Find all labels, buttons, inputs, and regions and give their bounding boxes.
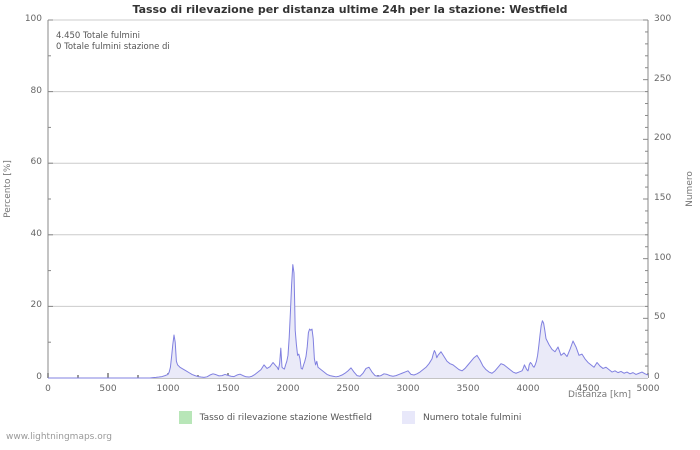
legend-label-detection-rate: Tasso di rilevazione stazione Westfield (199, 412, 372, 423)
annotation-station-strikes: 0 Totale fulmini stazione di (56, 42, 170, 52)
chart-legend: Tasso di rilevazione stazione Westfield … (0, 411, 700, 424)
x-axis-tick: 5000 (636, 384, 660, 394)
y-axis-right-tick: 150 (654, 193, 672, 203)
y-axis-right-tick: 100 (654, 252, 672, 263)
legend-swatch-total-count (401, 411, 415, 424)
x-axis-tick: 500 (99, 384, 117, 394)
y-axis-right-tick: 0 (654, 372, 660, 382)
x-axis-tick: 1500 (216, 384, 240, 394)
legend-swatch-detection-rate (178, 411, 192, 424)
y-axis-left-label: Percento [%] (3, 160, 13, 218)
x-axis-tick: 3500 (456, 384, 480, 394)
legend-item-total-count: Numero totale fulmini (401, 411, 522, 424)
y-axis-left-tick: 100 (24, 14, 42, 24)
y-axis-left-tick: 60 (30, 157, 42, 168)
x-axis-tick: 0 (45, 384, 51, 394)
annotation-total-strikes: 4.450 Totale fulmini (56, 31, 140, 41)
x-axis-tick: 4500 (576, 384, 600, 394)
y-axis-right-tick: 50 (654, 312, 666, 323)
y-axis-left-tick: 0 (36, 372, 42, 382)
x-axis-tick: 2500 (336, 384, 360, 394)
chart-title: Tasso di rilevazione per distanza ultime… (132, 3, 568, 16)
legend-label-total-count: Numero totale fulmini (422, 412, 522, 423)
x-axis-tick: 4000 (516, 384, 540, 394)
legend-item-detection-rate: Tasso di rilevazione stazione Westfield (178, 411, 372, 424)
watermark: www.lightningmaps.org (6, 432, 112, 442)
y-axis-left-tick: 80 (30, 85, 42, 96)
y-axis-right-tick: 300 (654, 14, 672, 24)
x-axis-tick: 3000 (396, 384, 420, 394)
x-axis-tick: 1000 (156, 384, 180, 394)
y-axis-right-tick: 200 (654, 133, 672, 144)
x-axis-tick: 2000 (276, 384, 300, 394)
y-axis-left-tick: 20 (30, 300, 42, 311)
y-axis-right-tick: 250 (654, 73, 672, 84)
x-axis-label: Distanza [km] (568, 390, 631, 400)
y-axis-right-label: Numero (685, 171, 695, 207)
y-axis-left-tick: 40 (30, 228, 42, 239)
